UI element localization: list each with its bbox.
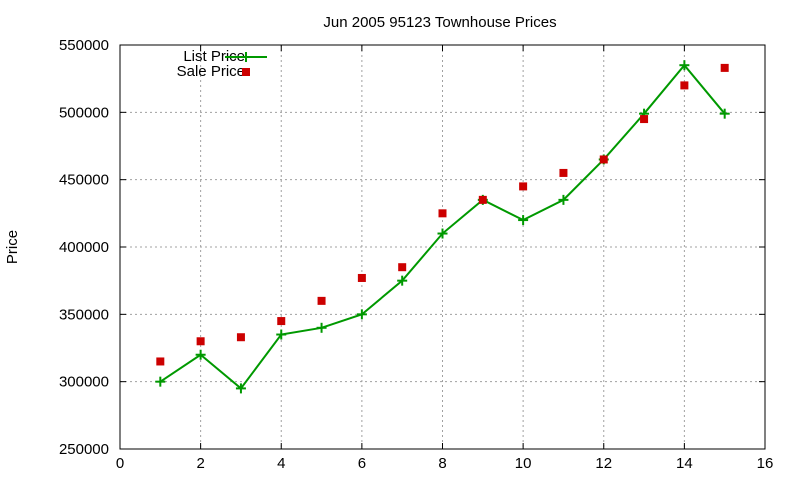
sale-price-point [398,263,407,272]
sale-price-point [438,209,447,218]
list-price-point [679,60,690,71]
list-price-point [397,275,408,286]
y-tick-label: 300000 [59,374,109,391]
x-tick-label: 16 [757,455,774,472]
legend-label-list-price: List Price [183,48,245,65]
x-tick-label: 8 [438,455,446,472]
list-price-point [719,108,730,119]
y-tick-label: 350000 [59,306,109,323]
x-tick-label: 0 [116,455,124,472]
y-tick-label: 500000 [59,104,109,121]
list-price-point [195,349,206,360]
grid [120,45,765,449]
sale-price-point [277,317,286,326]
x-tick-label: 2 [196,455,204,472]
list-price-point [235,383,246,394]
series-layer [155,60,730,394]
sale-price-point [156,357,165,366]
x-tick-label: 6 [358,455,366,472]
legend-swatch-sale-price [242,68,250,76]
sale-price-point [317,296,326,305]
sale-price-point [559,168,568,177]
y-tick-label: 400000 [59,239,109,256]
sale-price-point [640,115,649,124]
legend-label-sale-price: Sale Price [177,63,245,80]
sale-price-point [196,337,205,346]
x-tick-label: 14 [676,455,693,472]
list-price-point [356,309,367,320]
legend-swatch-list-price-marker [241,52,251,62]
y-tick-label: 450000 [59,172,109,189]
sale-price-point [478,195,487,204]
sale-price-point [519,182,528,191]
list-price-point [518,215,529,226]
list-price-point [276,329,287,340]
sale-price-point [236,333,245,342]
axis-ticks: 0 2 4 6 8 10 12 14 16 250000 300000 350000 400000 450… [59,37,773,472]
y-tick-label: 550000 [59,37,109,54]
y-tick-label: 250000 [59,441,109,458]
sale-price-point [680,81,689,90]
list-price-point [558,194,569,205]
x-tick-label: 12 [595,455,612,472]
sale-price-point [357,273,366,282]
x-tick-label: 10 [515,455,532,472]
sale-price-point [599,155,608,164]
list-price-point [155,376,166,387]
sale-price-point [720,63,729,72]
y-axis-label: Price [4,230,21,264]
chart-title: Jun 2005 95123 Townhouse Prices [323,14,556,31]
list-price-point [437,228,448,239]
x-tick-label: 4 [277,455,285,472]
plot-frame [119,44,766,450]
list-price-point [316,322,327,333]
